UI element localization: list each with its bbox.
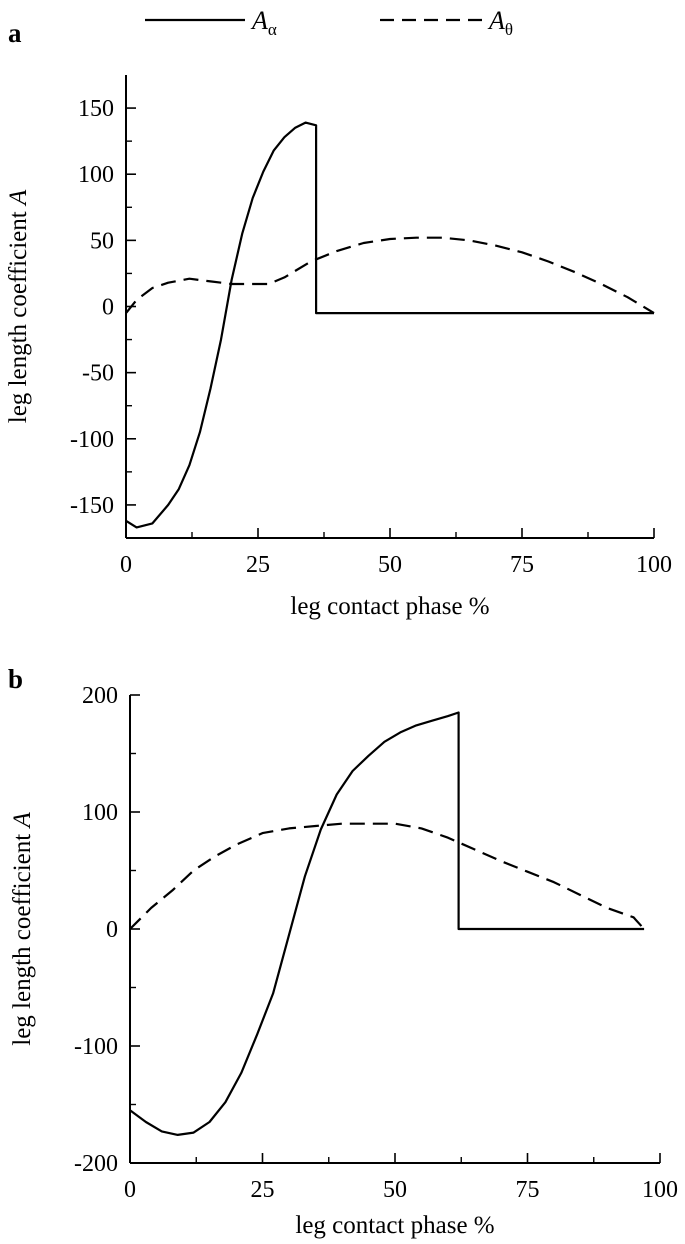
y-tick-label: 0 — [102, 295, 114, 321]
x-tick-label: 0 — [124, 1177, 136, 1203]
legend-label-a-theta: Aθ — [487, 6, 513, 39]
y-tick-label: -50 — [82, 361, 114, 387]
y-tick-label: -200 — [74, 1151, 118, 1177]
x-tick-label: 75 — [510, 552, 534, 578]
x-tick-label: 100 — [642, 1177, 678, 1203]
y-axis-title-main: leg length coefficient — [9, 828, 36, 1046]
y-axis-title-symbol: A — [9, 812, 36, 830]
x-tick-label: 25 — [246, 552, 270, 578]
y-tick-label: -150 — [70, 493, 114, 519]
y-tick-label: -100 — [70, 427, 114, 453]
series-line-a-theta — [129, 822, 645, 930]
x-tick-label: 50 — [383, 1177, 407, 1203]
series-line-a-alpha — [125, 121, 654, 529]
chart-panel-a: -150 -100 -50 0 50 100 150 0 25 50 75 100 leg contac… — [5, 18, 672, 620]
x-tick-label: 75 — [516, 1177, 540, 1203]
x-tick-label: 0 — [120, 552, 132, 578]
legend-key: A — [487, 6, 505, 35]
y-tick-label: 200 — [82, 683, 118, 709]
legend-sub: α — [268, 20, 277, 39]
legend-label-a-alpha: Aα — [250, 6, 277, 39]
y-axis-title-main: leg length coefficient — [5, 205, 32, 423]
panel-label: b — [8, 664, 23, 694]
x-tick-label: 50 — [378, 552, 402, 578]
legend-sub: θ — [505, 20, 513, 39]
series-line-a-theta — [125, 236, 655, 315]
y-tick-label: 0 — [106, 917, 118, 943]
chart-panel-b: -200 -100 0 100 200 0 25 50 75 100 leg contact pha… — [8, 664, 678, 1239]
panel-label: a — [8, 18, 22, 48]
legend-key: A — [250, 6, 268, 35]
y-axis-title: leg length coefficient A — [9, 812, 36, 1046]
y-tick-label: -100 — [74, 1034, 118, 1060]
x-tick-label: 25 — [251, 1177, 275, 1203]
x-tick-label: 100 — [636, 552, 672, 578]
y-axis-title-symbol: A — [5, 189, 32, 207]
series-line-a-alpha — [129, 711, 645, 1137]
y-tick-label: 50 — [90, 228, 114, 254]
x-axis-title: leg contact phase % — [295, 1212, 494, 1239]
y-tick-label: 100 — [78, 162, 114, 188]
y-axis-title: leg length coefficient A — [5, 189, 32, 423]
y-tick-label: 150 — [78, 96, 114, 122]
legend: Aα Aθ — [145, 6, 513, 39]
y-tick-label: 100 — [82, 800, 118, 826]
x-axis-title: leg contact phase % — [290, 593, 489, 620]
